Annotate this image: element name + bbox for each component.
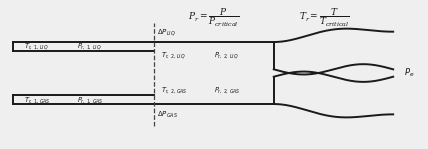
Text: $P_{r,\,2,\,GAS}$: $P_{r,\,2,\,GAS}$ (214, 85, 241, 95)
Text: $P_{r,\,1,\,LIQ}$: $P_{r,\,1,\,LIQ}$ (77, 41, 102, 52)
Text: $T_{r,\,2,\,LIQ}$: $T_{r,\,2,\,LIQ}$ (160, 50, 185, 61)
Text: $T_{r,\,1,\,LIQ}$: $T_{r,\,1,\,LIQ}$ (24, 41, 49, 52)
Text: $\Delta P_{GAS}$: $\Delta P_{GAS}$ (157, 110, 178, 120)
Text: $P_e$: $P_e$ (404, 67, 414, 79)
Text: $P_{r,\,2,\,LIQ}$: $P_{r,\,2,\,LIQ}$ (214, 50, 238, 61)
Text: $T_{r,\,1,\,GAS}$: $T_{r,\,1,\,GAS}$ (24, 95, 51, 105)
Text: $P_{r,\,1,\,GAS}$: $P_{r,\,1,\,GAS}$ (77, 95, 104, 105)
Text: $\Delta P_{LIQ}$: $\Delta P_{LIQ}$ (157, 27, 175, 38)
Text: $T_{r,\,2,\,GAS}$: $T_{r,\,2,\,GAS}$ (160, 85, 187, 95)
Text: $P_r = \dfrac{P}{P_{critical}}$: $P_r = \dfrac{P}{P_{critical}}$ (188, 7, 240, 29)
Text: $T_r = \dfrac{T}{T_{critical}}$: $T_r = \dfrac{T}{T_{critical}}$ (300, 7, 351, 29)
